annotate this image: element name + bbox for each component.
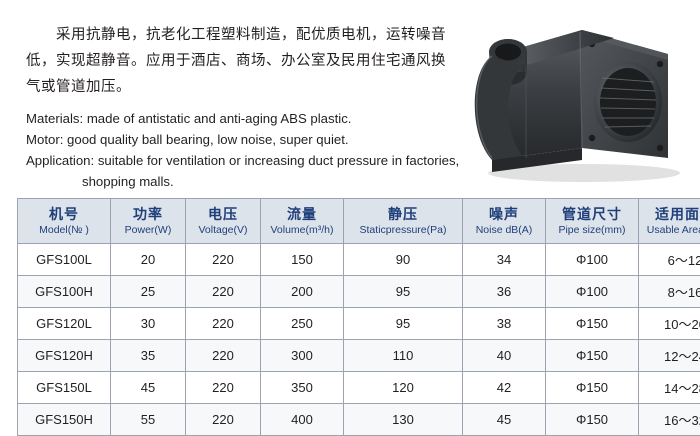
col-header-power: 功率 Power(W) [111,199,186,244]
col-header-volume-en: Volume(m³/h) [261,223,343,237]
cell-noise: 36 [463,276,546,308]
col-header-static-pressure: 静压 Staticpressure(Pa) [344,199,463,244]
col-header-voltage-cn: 电压 [186,206,260,223]
cell-pipe-size: Φ150 [546,372,639,404]
cell-power: 45 [111,372,186,404]
cell-volume: 300 [261,340,344,372]
cell-usable-area: 10～20 [639,308,700,340]
cell-power: 20 [111,244,186,276]
cell-static-pressure: 120 [344,372,463,404]
cell-static-pressure: 95 [344,308,463,340]
col-header-voltage-en: Voltage(V) [186,223,260,237]
cell-volume: 150 [261,244,344,276]
col-header-power-cn: 功率 [111,206,185,223]
cell-model: GFS150H [18,404,111,436]
col-header-pipe-size: 管道尺寸 Pipe size(mm) [546,199,639,244]
cell-pipe-size: Φ150 [546,308,639,340]
cell-volume: 200 [261,276,344,308]
description-en-block: Materials: made of antistatic and anti-a… [26,108,466,192]
cell-power: 25 [111,276,186,308]
cell-model: GFS120L [18,308,111,340]
col-header-usable-area-cn: 适用面积 [639,206,700,223]
col-header-volume: 流量 Volume(m³/h) [261,199,344,244]
col-header-static-pressure-en: Staticpressure(Pa) [344,223,462,237]
cell-voltage: 220 [186,244,261,276]
description-cn-line-2: 低，实现超静音。应用于酒店、商场、办公室及民用住宅通风换 [26,48,466,74]
description-en-line-3: Application: suitable for ventilation or… [26,150,466,171]
cell-noise: 38 [463,308,546,340]
table-header-row: 机号 Model(№ ) 功率 Power(W) 电压 Voltage(V) 流… [18,199,700,244]
description-block: 采用抗静电，抗老化工程塑料制造，配优质电机，运转噪音 低，实现超静音。应用于酒店… [26,22,466,192]
cell-static-pressure: 95 [344,276,463,308]
cell-usable-area: 6～12 [639,244,700,276]
cell-voltage: 220 [186,340,261,372]
cell-volume: 350 [261,372,344,404]
description-en-line-4: shopping malls. [26,171,466,192]
col-header-model-en: Model(№ ) [18,223,110,237]
col-header-power-en: Power(W) [111,223,185,237]
col-header-noise: 噪声 Noise dB(A) [463,199,546,244]
cell-voltage: 220 [186,276,261,308]
page-root: 采用抗静电，抗老化工程塑料制造，配优质电机，运转噪音 低，实现超静音。应用于酒店… [0,0,700,416]
spec-table: 机号 Model(№ ) 功率 Power(W) 电压 Voltage(V) 流… [17,198,700,436]
cell-model: GFS150L [18,372,111,404]
col-header-volume-cn: 流量 [261,206,343,223]
col-header-static-pressure-cn: 静压 [344,206,462,223]
cell-pipe-size: Φ100 [546,276,639,308]
table-row: GFS100H 25 220 200 95 36 Φ100 8～16 [18,276,700,308]
description-cn-line-3: 气或管道加压。 [26,74,466,100]
table-row: GFS150H 55 220 400 130 45 Φ150 16～32 [18,404,700,436]
col-header-pipe-size-cn: 管道尺寸 [546,206,638,223]
cell-voltage: 220 [186,308,261,340]
duct-fan-product-photo [462,8,692,186]
cell-model: GFS100H [18,276,111,308]
cell-noise: 40 [463,340,546,372]
cell-volume: 400 [261,404,344,436]
cell-usable-area: 16～32 [639,404,700,436]
cell-power: 55 [111,404,186,436]
cell-static-pressure: 90 [344,244,463,276]
col-header-model: 机号 Model(№ ) [18,199,111,244]
cell-usable-area: 8～16 [639,276,700,308]
cell-pipe-size: Φ150 [546,340,639,372]
table-row: GFS120L 30 220 250 95 38 Φ150 10～20 [18,308,700,340]
col-header-usable-area-en: Usable Area(m²) [639,223,700,237]
col-header-pipe-size-en: Pipe size(mm) [546,223,638,237]
cell-power: 30 [111,308,186,340]
cell-power: 35 [111,340,186,372]
cell-usable-area: 12～24 [639,340,700,372]
table-row: GFS100L 20 220 150 90 34 Φ100 6～12 [18,244,700,276]
spec-table-head: 机号 Model(№ ) 功率 Power(W) 电压 Voltage(V) 流… [18,199,700,244]
cell-model: GFS120H [18,340,111,372]
cell-pipe-size: Φ150 [546,404,639,436]
cell-static-pressure: 110 [344,340,463,372]
cell-noise: 45 [463,404,546,436]
description-en-line-2: Motor: good quality ball bearing, low no… [26,129,466,150]
table-row: GFS120H 35 220 300 110 40 Φ150 12～24 [18,340,700,372]
spec-table-body: GFS100L 20 220 150 90 34 Φ100 6～12 GFS10… [18,244,700,436]
cell-voltage: 220 [186,372,261,404]
col-header-noise-cn: 噪声 [463,206,545,223]
cell-noise: 42 [463,372,546,404]
col-header-noise-en: Noise dB(A) [463,223,545,237]
col-header-model-cn: 机号 [18,206,110,223]
description-en-line-1: Materials: made of antistatic and anti-a… [26,108,466,129]
cell-pipe-size: Φ100 [546,244,639,276]
cell-usable-area: 14～28 [639,372,700,404]
cell-voltage: 220 [186,404,261,436]
description-cn-line-1: 采用抗静电，抗老化工程塑料制造，配优质电机，运转噪音 [26,22,466,48]
cell-static-pressure: 130 [344,404,463,436]
table-row: GFS150L 45 220 350 120 42 Φ150 14～28 [18,372,700,404]
cell-volume: 250 [261,308,344,340]
cell-model: GFS100L [18,244,111,276]
col-header-usable-area: 适用面积 Usable Area(m²) [639,199,700,244]
cell-noise: 34 [463,244,546,276]
col-header-voltage: 电压 Voltage(V) [186,199,261,244]
